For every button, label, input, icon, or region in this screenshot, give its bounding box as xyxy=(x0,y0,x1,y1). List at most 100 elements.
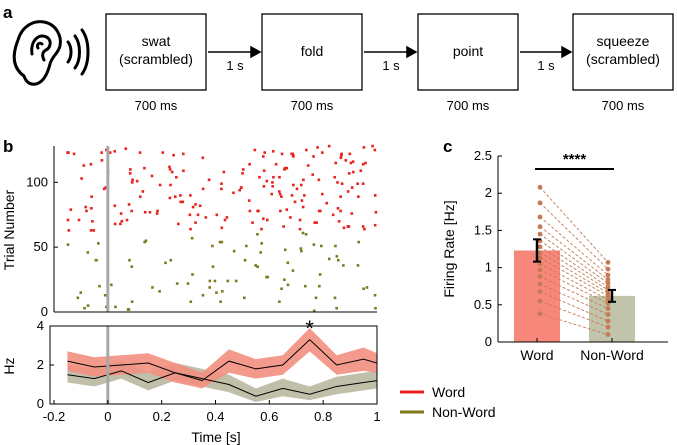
raster-y-tick-label: 50 xyxy=(34,239,48,254)
raster-spike xyxy=(336,181,339,184)
raster-spike xyxy=(191,273,194,276)
raster-spike xyxy=(334,244,337,248)
raster-spike xyxy=(198,204,202,208)
raster-spike xyxy=(292,183,295,187)
raster-spike xyxy=(300,199,304,202)
bar-y-ticks: 0 0.5 1 1.5 2 2.5 xyxy=(474,148,502,349)
raster-spike xyxy=(286,261,290,265)
raster-spike xyxy=(304,232,308,236)
raster-spike xyxy=(169,183,172,187)
raster-spike xyxy=(316,146,319,149)
raster-spike xyxy=(232,249,236,253)
raster-spikes xyxy=(66,144,378,313)
raster-spike xyxy=(280,195,283,198)
raster-spike xyxy=(317,209,321,213)
raster-spike xyxy=(82,164,86,167)
raster-spike xyxy=(362,146,366,149)
significance-asterisk: * xyxy=(305,316,314,341)
raster-spike xyxy=(318,273,322,276)
raster-spike xyxy=(283,248,287,252)
bar-category-label: Non-Word xyxy=(580,347,644,363)
paired-dot-nonword xyxy=(605,324,611,330)
raster-spike xyxy=(194,203,197,206)
raster-spike xyxy=(148,210,152,214)
raster-spike xyxy=(301,205,305,209)
raster-spike xyxy=(190,236,194,240)
bar-y-axis-label: Firing Rate [Hz] xyxy=(441,200,457,297)
legend-label-word: Word xyxy=(432,384,465,400)
raster-spike xyxy=(299,183,303,187)
psth-confidence-bands xyxy=(67,327,377,403)
paired-dot-word xyxy=(537,255,543,261)
psth-x-tick-label: 0.4 xyxy=(206,409,224,424)
raster-spike xyxy=(342,226,346,230)
raster-spike xyxy=(103,293,107,297)
legend-label-nonword: Non-Word xyxy=(432,404,496,420)
raster-spike xyxy=(179,194,182,197)
raster-spike xyxy=(215,213,219,217)
raster-spike xyxy=(144,239,148,243)
paired-dot-word xyxy=(537,214,543,220)
raster-spike xyxy=(69,208,73,211)
raster-spike xyxy=(141,190,145,193)
raster-spike xyxy=(312,243,316,246)
raster-spike xyxy=(253,148,257,152)
raster-spike xyxy=(194,221,197,224)
paired-line xyxy=(539,257,609,297)
stimulus-duration-3: 700 ms xyxy=(447,98,490,113)
stimulus-duration-1: 700 ms xyxy=(135,98,178,113)
paired-dot-word xyxy=(537,298,543,304)
raster-spike xyxy=(346,225,350,228)
stimulus-sequence: swat (scrambled) 700 ms fold 700 ms poin… xyxy=(105,13,674,113)
raster-spike xyxy=(182,169,185,173)
raster-spike xyxy=(243,258,247,262)
arrowhead-3 xyxy=(561,45,573,59)
paired-dots xyxy=(537,184,611,337)
paired-dot-nonword xyxy=(605,332,611,337)
raster-spike xyxy=(128,258,131,262)
raster-spike xyxy=(108,151,112,154)
paired-line xyxy=(539,246,609,291)
raster-spike xyxy=(350,212,354,215)
raster-spike xyxy=(301,231,305,235)
raster-spike xyxy=(334,161,338,165)
raster-spike xyxy=(83,306,86,310)
firing-rate-bar-chart: 0 0.5 1 1.5 2 2.5 Word Non-Word **** Firing Ra… xyxy=(441,148,668,363)
raster-spike xyxy=(304,284,307,288)
raster-spike xyxy=(280,152,284,156)
raster-spike xyxy=(306,164,310,167)
raster-spike xyxy=(283,166,287,170)
paired-dot-word xyxy=(537,244,543,250)
raster-spike xyxy=(186,282,190,285)
raster-spike xyxy=(143,210,147,214)
raster-spike xyxy=(79,291,83,294)
raster-spike xyxy=(215,291,218,294)
raster-spike xyxy=(336,207,340,210)
raster-spike xyxy=(138,151,142,154)
raster-spike xyxy=(208,279,212,283)
raster-spike xyxy=(220,226,224,230)
raster-spike xyxy=(260,227,263,231)
raster-spike xyxy=(219,300,222,304)
raster-spike xyxy=(125,218,129,222)
raster-spike xyxy=(335,306,338,310)
raster-spike xyxy=(129,168,132,171)
paired-line xyxy=(539,290,609,322)
paired-dot-nonword xyxy=(605,293,611,299)
raster-spike xyxy=(169,258,173,262)
raster-spike xyxy=(331,213,335,217)
bar-y-tick-label: 1.5 xyxy=(474,222,492,237)
raster-spike xyxy=(181,200,185,204)
stimulus-note-1: (scrambled) xyxy=(119,51,193,67)
raster-spike xyxy=(220,187,223,191)
psth-y-ticks: 0 2 4 xyxy=(37,318,54,411)
raster-spike xyxy=(361,162,365,166)
raster-spike xyxy=(320,244,323,248)
significance-stars: **** xyxy=(563,151,587,168)
raster-spike xyxy=(85,209,88,213)
raster-spike xyxy=(317,178,321,182)
raster-spike xyxy=(347,172,351,175)
psth-line-nonword xyxy=(67,370,378,397)
paired-line xyxy=(539,240,609,288)
raster-spike xyxy=(315,221,318,224)
